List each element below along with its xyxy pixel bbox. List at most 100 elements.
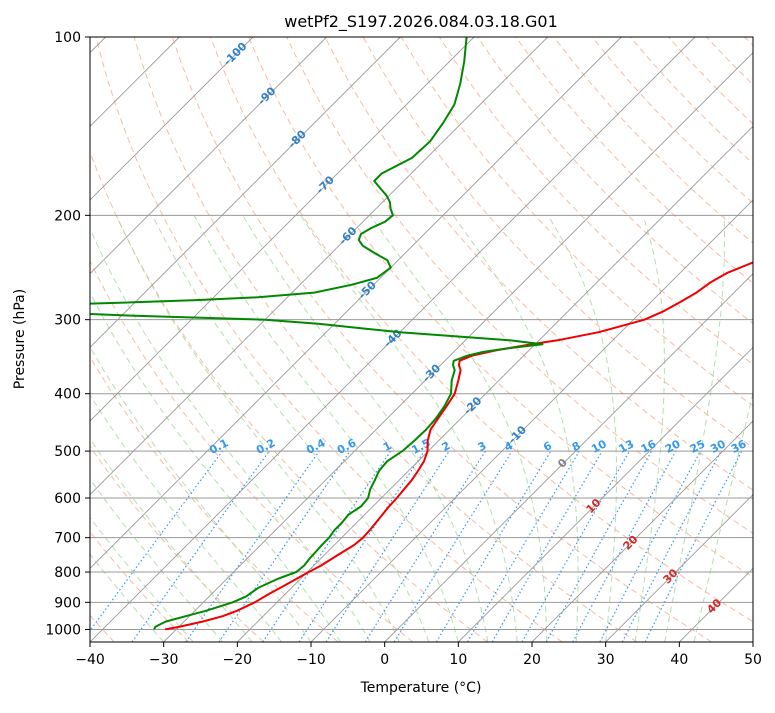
temperature-profile [165, 37, 775, 629]
mixing-ratio-label: 0.2 [254, 436, 277, 457]
mixing-ratio-label: 2 [440, 439, 453, 454]
x-tick-label: −30 [149, 652, 179, 668]
dry-adiabat-line [0, 37, 264, 642]
mixing-ratio-line [468, 451, 580, 642]
x-tick-label: −20 [223, 652, 253, 668]
mixing-ratio-label: 36 [729, 437, 749, 456]
moist-adiabat-line [194, 215, 458, 642]
mixing-ratio-label: 10 [589, 437, 609, 456]
y-tick-label: 800 [54, 565, 81, 581]
moist-adiabat-line [0, 215, 193, 642]
mixing-ratio-label: 1.5 [409, 436, 432, 457]
mixing-ratio-line [600, 451, 701, 642]
x-tick-label: 0 [380, 652, 389, 668]
moist-adiabat-line [153, 215, 429, 642]
dry-adiabat-line [592, 37, 775, 642]
isotherm-label: -60 [336, 224, 359, 247]
isotherm-label: 0 [555, 456, 570, 471]
dry-adiabat-line [707, 37, 775, 642]
x-axis-title: Temperature (°C) [360, 680, 482, 696]
isotherm-line [311, 37, 775, 642]
mixing-ratio-line [326, 451, 449, 642]
moist-adiabat-line [0, 215, 252, 642]
chart-title: wetPf2_S197.2026.084.03.18.G01 [284, 12, 558, 32]
y-tick-label: 400 [54, 387, 81, 403]
isotherm-line [0, 37, 327, 642]
y-tick-label: 900 [54, 595, 81, 611]
x-tick-label: 20 [523, 652, 541, 668]
mixing-ratio-line [522, 451, 629, 642]
mixing-ratio-label: 20 [663, 437, 683, 456]
mixing-ratio-label: 1 [381, 439, 394, 454]
y-tick-label: 100 [54, 30, 81, 46]
dry-adiabat-line [0, 37, 338, 642]
isotherm-label: -100 [221, 39, 250, 68]
isotherm-line [0, 37, 400, 642]
dewpoint-profile [0, 37, 542, 629]
isotherm-line [385, 37, 775, 642]
mixing-ratio-label: 30 [708, 437, 728, 456]
dry-adiabat-line [745, 37, 775, 642]
y-tick-label: 200 [54, 208, 81, 224]
dry-adiabat-line [20, 37, 413, 642]
isotherm-line [0, 37, 253, 642]
x-tick-label: 30 [597, 652, 615, 668]
isotherm-label: 30 [661, 566, 681, 586]
dry-adiabat-line [58, 37, 488, 642]
moist-adiabat-line [0, 215, 164, 642]
y-tick-label: 700 [54, 531, 81, 547]
y-tick-label: 300 [54, 313, 81, 329]
x-axis: −40 −30 −20 −10 0 10 20 30 40 50 [75, 642, 762, 668]
mixing-ratio-label: 16 [639, 437, 659, 456]
mixing-ratio-line [219, 451, 350, 642]
mixing-ratio-label: 8 [570, 439, 583, 454]
mixing-ratio-label: 0.6 [335, 436, 359, 457]
plot-frame [90, 37, 753, 642]
mixing-ratio-label: 0.1 [207, 436, 230, 457]
mixing-ratio-line [436, 451, 551, 642]
y-axis-title: Pressure (hPa) [12, 289, 28, 389]
moist-adiabat-line [116, 215, 399, 642]
isotherm-label: -90 [255, 84, 278, 107]
moist-adiabats [0, 215, 775, 642]
mixing-ratio-line [263, 451, 391, 642]
isotherm-label: -70 [314, 173, 337, 196]
isotherm-line [164, 37, 769, 642]
dry-adiabat-line [668, 37, 775, 642]
dry-adiabat-line [478, 37, 775, 642]
dry-adiabat-line [516, 37, 775, 642]
y-tick-label: 1000 [45, 622, 81, 638]
y-tick-label: 500 [54, 444, 81, 460]
isotherm-line [16, 37, 621, 642]
isotherm-line [753, 37, 775, 642]
isotherm-line [679, 37, 775, 642]
y-axis: 100 200 300 400 500 600 700 800 900 1000 [45, 30, 90, 638]
isotherm-line [532, 37, 775, 642]
isotherm-label: 10 [584, 496, 604, 516]
mixing-ratio-line [365, 451, 485, 642]
isotherm-line [0, 37, 474, 642]
x-tick-label: 50 [744, 652, 762, 668]
x-tick-label: 10 [449, 652, 467, 668]
isotherm-label: -80 [286, 127, 309, 150]
mixing-ratio-label: 6 [541, 439, 554, 454]
x-tick-label: 40 [670, 652, 688, 668]
moist-adiabat-line [301, 215, 518, 642]
mixing-ratio-line [299, 451, 424, 642]
moist-adiabat-line [0, 215, 223, 642]
mixing-ratio-label: 3 [476, 439, 489, 454]
isotherm-label: -20 [461, 394, 484, 417]
x-tick-label: −10 [296, 652, 326, 668]
x-tick-label: −40 [75, 652, 105, 668]
y-tick-label: 600 [54, 491, 81, 507]
dry-adiabat-line [0, 37, 189, 642]
moist-adiabat-line [694, 215, 775, 642]
mixing-ratio-label: 25 [688, 437, 708, 456]
mixing-ratio-label: 13 [617, 437, 637, 456]
isotherm-label: 40 [704, 596, 724, 616]
moist-adiabat-line [6, 215, 282, 642]
